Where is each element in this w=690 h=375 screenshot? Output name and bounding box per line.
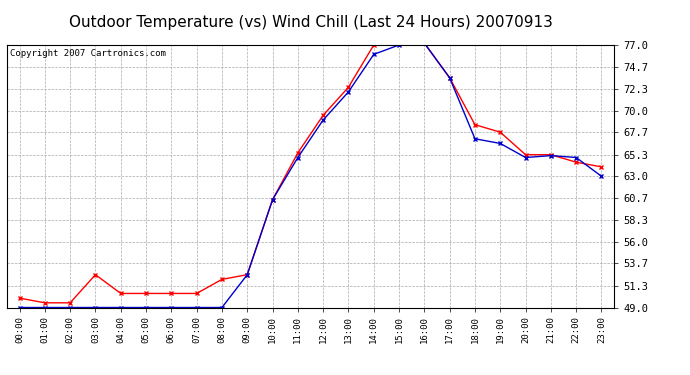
Text: Copyright 2007 Cartronics.com: Copyright 2007 Cartronics.com [10, 49, 166, 58]
Text: Outdoor Temperature (vs) Wind Chill (Last 24 Hours) 20070913: Outdoor Temperature (vs) Wind Chill (Las… [68, 15, 553, 30]
